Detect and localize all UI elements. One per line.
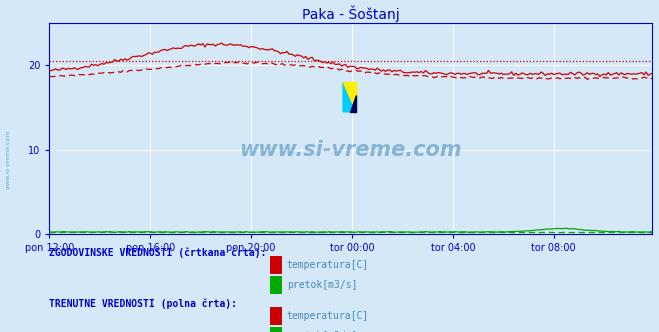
Text: temperatura[C]: temperatura[C] xyxy=(287,260,369,270)
Text: www.si-vreme.com: www.si-vreme.com xyxy=(240,140,462,160)
Text: www.si-vreme.com: www.si-vreme.com xyxy=(5,129,11,189)
Polygon shape xyxy=(343,82,357,112)
Text: ZGODOVINSKE VREDNOSTI (črtkana črta):: ZGODOVINSKE VREDNOSTI (črtkana črta): xyxy=(49,247,267,258)
Text: TRENUTNE VREDNOSTI (polna črta):: TRENUTNE VREDNOSTI (polna črta): xyxy=(49,299,237,309)
Polygon shape xyxy=(343,82,357,112)
Text: pretok[m3/s]: pretok[m3/s] xyxy=(287,331,357,332)
Text: pretok[m3/s]: pretok[m3/s] xyxy=(287,280,357,290)
Title: Paka - Šoštanj: Paka - Šoštanj xyxy=(302,6,400,22)
Text: temperatura[C]: temperatura[C] xyxy=(287,311,369,321)
Polygon shape xyxy=(350,95,357,112)
